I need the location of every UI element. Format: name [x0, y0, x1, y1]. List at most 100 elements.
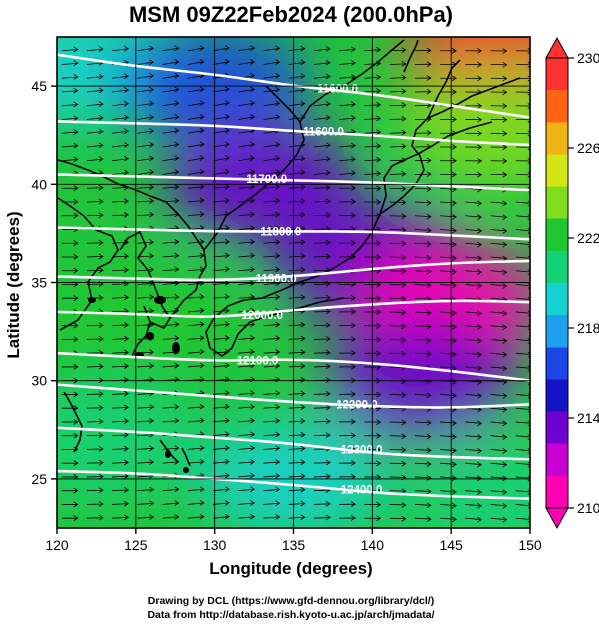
wind-vector — [389, 102, 407, 108]
wind-vector — [490, 255, 508, 262]
wind-vector — [313, 114, 331, 121]
wind-vector — [389, 115, 407, 122]
wind-vector — [288, 390, 306, 397]
wind-vector — [515, 489, 530, 496]
wind-vector — [515, 48, 530, 54]
wind-vector — [465, 255, 483, 262]
wind-vector — [288, 349, 306, 356]
wind-vector — [313, 169, 331, 176]
wind-vector — [263, 211, 281, 218]
wind-vector — [61, 115, 79, 122]
wind-vector — [187, 445, 205, 451]
wind-vector — [137, 417, 155, 424]
wind-vector — [187, 500, 205, 506]
wind-vector — [490, 351, 508, 358]
wind-vector — [213, 280, 230, 286]
wind-vector — [339, 142, 356, 149]
wind-vector — [465, 420, 483, 427]
wind-vector — [112, 212, 129, 218]
wind-vector — [238, 500, 256, 506]
wind-vector — [61, 142, 79, 149]
wind-vector — [339, 432, 356, 439]
wind-vector — [61, 240, 79, 246]
wind-vector — [414, 516, 432, 522]
wind-vector — [313, 390, 331, 397]
wind-vector — [339, 308, 356, 315]
wind-vector — [187, 417, 205, 424]
wind-vector — [339, 473, 356, 480]
wind-vector — [238, 458, 256, 465]
wind-vector — [61, 446, 79, 453]
wind-vector — [61, 487, 79, 494]
wind-vector — [213, 100, 230, 107]
colorbar-tick-label: 226 — [577, 140, 599, 156]
wind-vector — [490, 489, 508, 496]
wind-vector — [339, 418, 356, 425]
wind-vector — [238, 445, 256, 451]
wind-vector — [61, 391, 79, 398]
wind-vector — [137, 335, 155, 342]
wind-vector — [490, 130, 508, 137]
wind-vector — [414, 392, 432, 399]
wind-vector — [389, 460, 407, 467]
wind-vector — [238, 155, 256, 162]
wind-vector — [414, 474, 432, 481]
wind-vector — [61, 501, 79, 508]
wind-vector — [414, 130, 432, 136]
wind-vector — [288, 321, 306, 328]
wind-vector — [288, 239, 306, 246]
wind-vector — [238, 266, 256, 273]
wind-vector — [213, 390, 230, 396]
wind-vector — [263, 500, 281, 507]
colorbar-tick-label: 210 — [577, 500, 599, 516]
wind-vector — [440, 214, 457, 220]
wind-vector — [112, 267, 129, 273]
wind-vector — [213, 500, 230, 506]
wind-vector — [339, 46, 356, 53]
wind-vector — [389, 199, 407, 206]
wind-vector — [137, 169, 155, 175]
wind-vector — [112, 459, 129, 466]
colorbar-body — [545, 57, 569, 509]
wind-vector — [288, 73, 306, 79]
wind-vector — [162, 197, 180, 204]
wind-vector — [86, 404, 104, 411]
wind-vector — [440, 116, 457, 123]
wind-vector — [213, 348, 230, 355]
wind-vector — [137, 198, 155, 204]
colorbar-tick-label: 230 — [577, 50, 599, 66]
wind-vector — [137, 280, 155, 287]
wind-vector — [86, 212, 104, 219]
wind-vector — [263, 349, 281, 355]
wind-vector — [414, 351, 432, 357]
wind-vector — [414, 323, 432, 330]
wind-vector — [440, 351, 457, 358]
wind-vector — [313, 294, 331, 301]
wind-vector — [465, 365, 483, 372]
wind-vector — [61, 336, 79, 343]
wind-vector — [339, 60, 356, 66]
wind-vector — [414, 447, 432, 454]
wind-vector — [238, 211, 256, 218]
wind-vector — [465, 338, 483, 344]
wind-vector — [414, 502, 432, 509]
wind-vector — [465, 283, 483, 289]
wind-vector — [414, 47, 432, 54]
wind-vector — [515, 434, 530, 441]
wind-vector — [313, 142, 331, 149]
wind-vector — [389, 213, 407, 220]
wind-vector — [440, 186, 457, 193]
wind-vector — [238, 183, 256, 190]
wind-vector — [213, 183, 230, 190]
wind-vector — [414, 61, 432, 68]
wind-vector — [187, 362, 205, 369]
wind-vector — [465, 489, 483, 495]
wind-vector — [112, 487, 129, 493]
wind-vector — [263, 280, 281, 287]
wind-vector — [339, 101, 356, 108]
wind-vector — [515, 241, 530, 248]
wind-vector — [238, 403, 256, 410]
wind-vector — [263, 404, 281, 410]
wind-vector — [213, 141, 230, 148]
x-tick-label: 150 — [518, 537, 542, 553]
